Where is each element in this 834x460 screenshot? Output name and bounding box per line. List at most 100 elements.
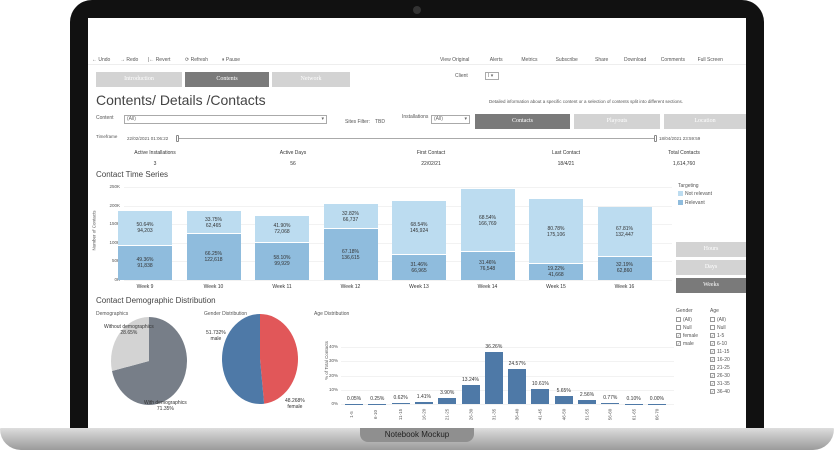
filter-item[interactable]: Null [676,325,692,331]
bar-relevant[interactable] [460,251,515,280]
bar-not-relevant[interactable] [460,189,515,252]
timeframe-start-handle[interactable] [176,135,179,142]
value: 62,860 [616,268,633,275]
bar-not-relevant[interactable] [186,211,241,235]
bar-not-relevant[interactable] [529,199,583,265]
toolbar-right-3[interactable]: Subscribe [555,57,578,63]
toolbar-4[interactable]: ⏸ Pause [222,57,241,63]
toolbar-0[interactable]: ← Undo [92,57,111,63]
filter-item[interactable]: ✓ 11-15 [710,349,729,355]
checkbox[interactable]: ✓ [676,341,681,347]
bar-relevant[interactable] [392,255,446,280]
bar-relevant[interactable] [186,234,241,280]
xtick: Week 14 [477,284,498,290]
age-bar[interactable] [391,403,410,404]
toolbar-3[interactable]: ⟳ Refresh [185,57,209,63]
age-bar[interactable] [414,401,433,404]
bar-relevant[interactable] [255,242,309,280]
toolbar-right-2[interactable]: Metrics [521,57,538,63]
age-bar[interactable] [438,398,457,404]
bar-label-relevant: 49.36% 91,838 [120,257,170,269]
filter-item[interactable]: (All) [710,317,726,323]
bar-relevant[interactable] [118,245,172,280]
timeframe-slider-track[interactable] [178,138,656,139]
age-bar[interactable] [461,385,480,404]
filter-item[interactable]: (All) [676,317,692,323]
toolbar-right-4[interactable]: Share [595,57,609,63]
location-button[interactable]: Location [664,114,746,129]
filter-item[interactable]: ✓ male [676,341,694,347]
bar-not-relevant[interactable] [255,216,309,243]
bar-not-relevant[interactable] [118,210,172,246]
demographics-slice[interactable] [111,317,187,405]
age-bar[interactable] [647,404,666,405]
tab-introduction[interactable]: Introduction [96,72,182,87]
toolbar-right-6[interactable]: Comments [660,57,685,63]
filter-item[interactable]: ✓ 31-35 [710,381,730,387]
demographics-slice[interactable] [111,317,149,372]
age-bar[interactable] [554,395,573,404]
checkbox[interactable]: ✓ [710,381,715,387]
age-bar[interactable] [368,403,387,405]
checkbox[interactable] [710,317,715,323]
filter-item[interactable]: ✓ 16-20 [710,357,730,363]
checkbox[interactable]: ✓ [710,333,715,339]
age-bar[interactable] [508,368,527,404]
bar-relevant[interactable] [323,229,378,280]
contacts-button[interactable]: Contacts [475,114,570,129]
tab-network[interactable]: Network [272,72,350,87]
checkbox[interactable]: ✓ [710,389,715,395]
xtick: Week 11 [272,284,292,290]
bar-not-relevant[interactable] [323,204,378,230]
weeks-button[interactable]: Weeks [676,278,746,293]
bar-not-relevant[interactable] [597,207,652,257]
checkbox[interactable]: ✓ [710,349,715,355]
installations-select[interactable]: (All) ▾ [431,115,470,124]
bar-not-relevant[interactable] [392,200,446,256]
bar-relevant[interactable] [597,256,652,280]
checkbox[interactable]: ✓ [710,341,715,347]
checkbox[interactable] [676,325,681,331]
filter-item[interactable]: ✓ 36-40 [710,389,730,395]
gender-slice[interactable] [260,314,298,404]
checkbox[interactable] [710,325,715,331]
bar-label-relevant: 31.46% 76,548 [463,260,513,272]
age-bar[interactable] [578,400,596,404]
toolbar-right-5[interactable]: Download [624,57,647,63]
age-bar[interactable] [345,403,363,405]
days-button[interactable]: Days [676,260,746,275]
checkbox[interactable]: ✓ [710,365,715,371]
tab-contents[interactable]: Contents [185,72,269,87]
gender-slice[interactable] [221,314,265,404]
legend-not-relevant[interactable]: Not relevant [685,191,712,197]
toolbar-right-0[interactable]: View Original [440,57,470,63]
filter-item[interactable]: Null [710,325,726,331]
playouts-button[interactable]: Playouts [574,114,660,129]
age-bar[interactable] [601,402,620,404]
age-ytick: 40% [328,344,338,349]
toolbar-right-1[interactable]: Alerts [489,57,503,63]
legend-relevant[interactable]: Relevant [685,200,705,206]
filter-item[interactable]: ✓ 26-30 [710,373,730,379]
age-bar[interactable] [484,352,503,404]
filter-item[interactable]: ✓ 1-5 [710,333,724,339]
bar-relevant[interactable] [529,264,583,280]
hours-button[interactable]: Hours [676,242,746,257]
age-bar[interactable] [531,388,550,404]
toolbar-2[interactable]: |← Revert [148,57,171,63]
content-select[interactable]: (All) ▾ [124,115,327,124]
toolbar-right-7[interactable]: Full Screen [697,57,723,63]
filter-item[interactable]: ✓ 21-25 [710,365,730,371]
age-bar[interactable] [624,403,643,405]
toolbar-1[interactable]: → Redo [120,57,139,63]
timeframe-end-handle[interactable] [654,135,657,142]
checkbox[interactable]: ✓ [710,373,715,379]
checkbox[interactable]: ✓ [676,333,681,339]
gridline [341,389,674,391]
filter-item[interactable]: ✓ 6-10 [710,341,727,347]
legend-swatch-relevant [678,200,683,205]
client-select[interactable]: I ▾ [485,72,499,80]
filter-item[interactable]: ✓ female [676,333,698,339]
checkbox[interactable]: ✓ [710,357,715,363]
checkbox[interactable] [676,317,681,323]
